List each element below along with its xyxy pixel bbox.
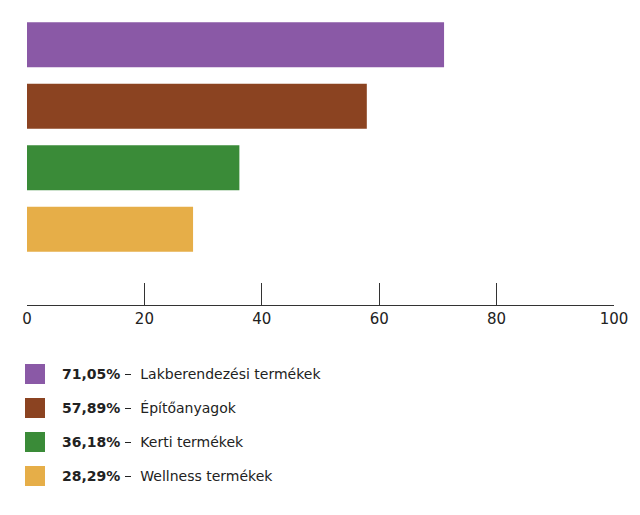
html-text:28,29%: 28,29%: [62, 468, 121, 484]
html-text:Építőanyagok: Építőanyagok: [140, 400, 236, 416]
html-text:71,05%: 71,05%: [62, 366, 121, 382]
svg-text:20: 20: [135, 310, 154, 328]
html-text:36,18%: 36,18%: [62, 434, 121, 450]
html-text:Wellness termékek: Wellness termékek: [140, 468, 273, 484]
html-text:57,89%: 57,89%: [62, 400, 121, 416]
svg-text:80: 80: [487, 310, 506, 328]
html-text:Kerti termékek: Kerti termékek: [140, 434, 244, 450]
html-text:Lakberendezési termékek: Lakberendezési termékek: [140, 366, 321, 382]
svg-text:0: 0: [22, 310, 32, 328]
svg-text:40: 40: [252, 310, 271, 328]
svg-text:100: 100: [600, 310, 629, 328]
svg-text:60: 60: [370, 310, 389, 328]
